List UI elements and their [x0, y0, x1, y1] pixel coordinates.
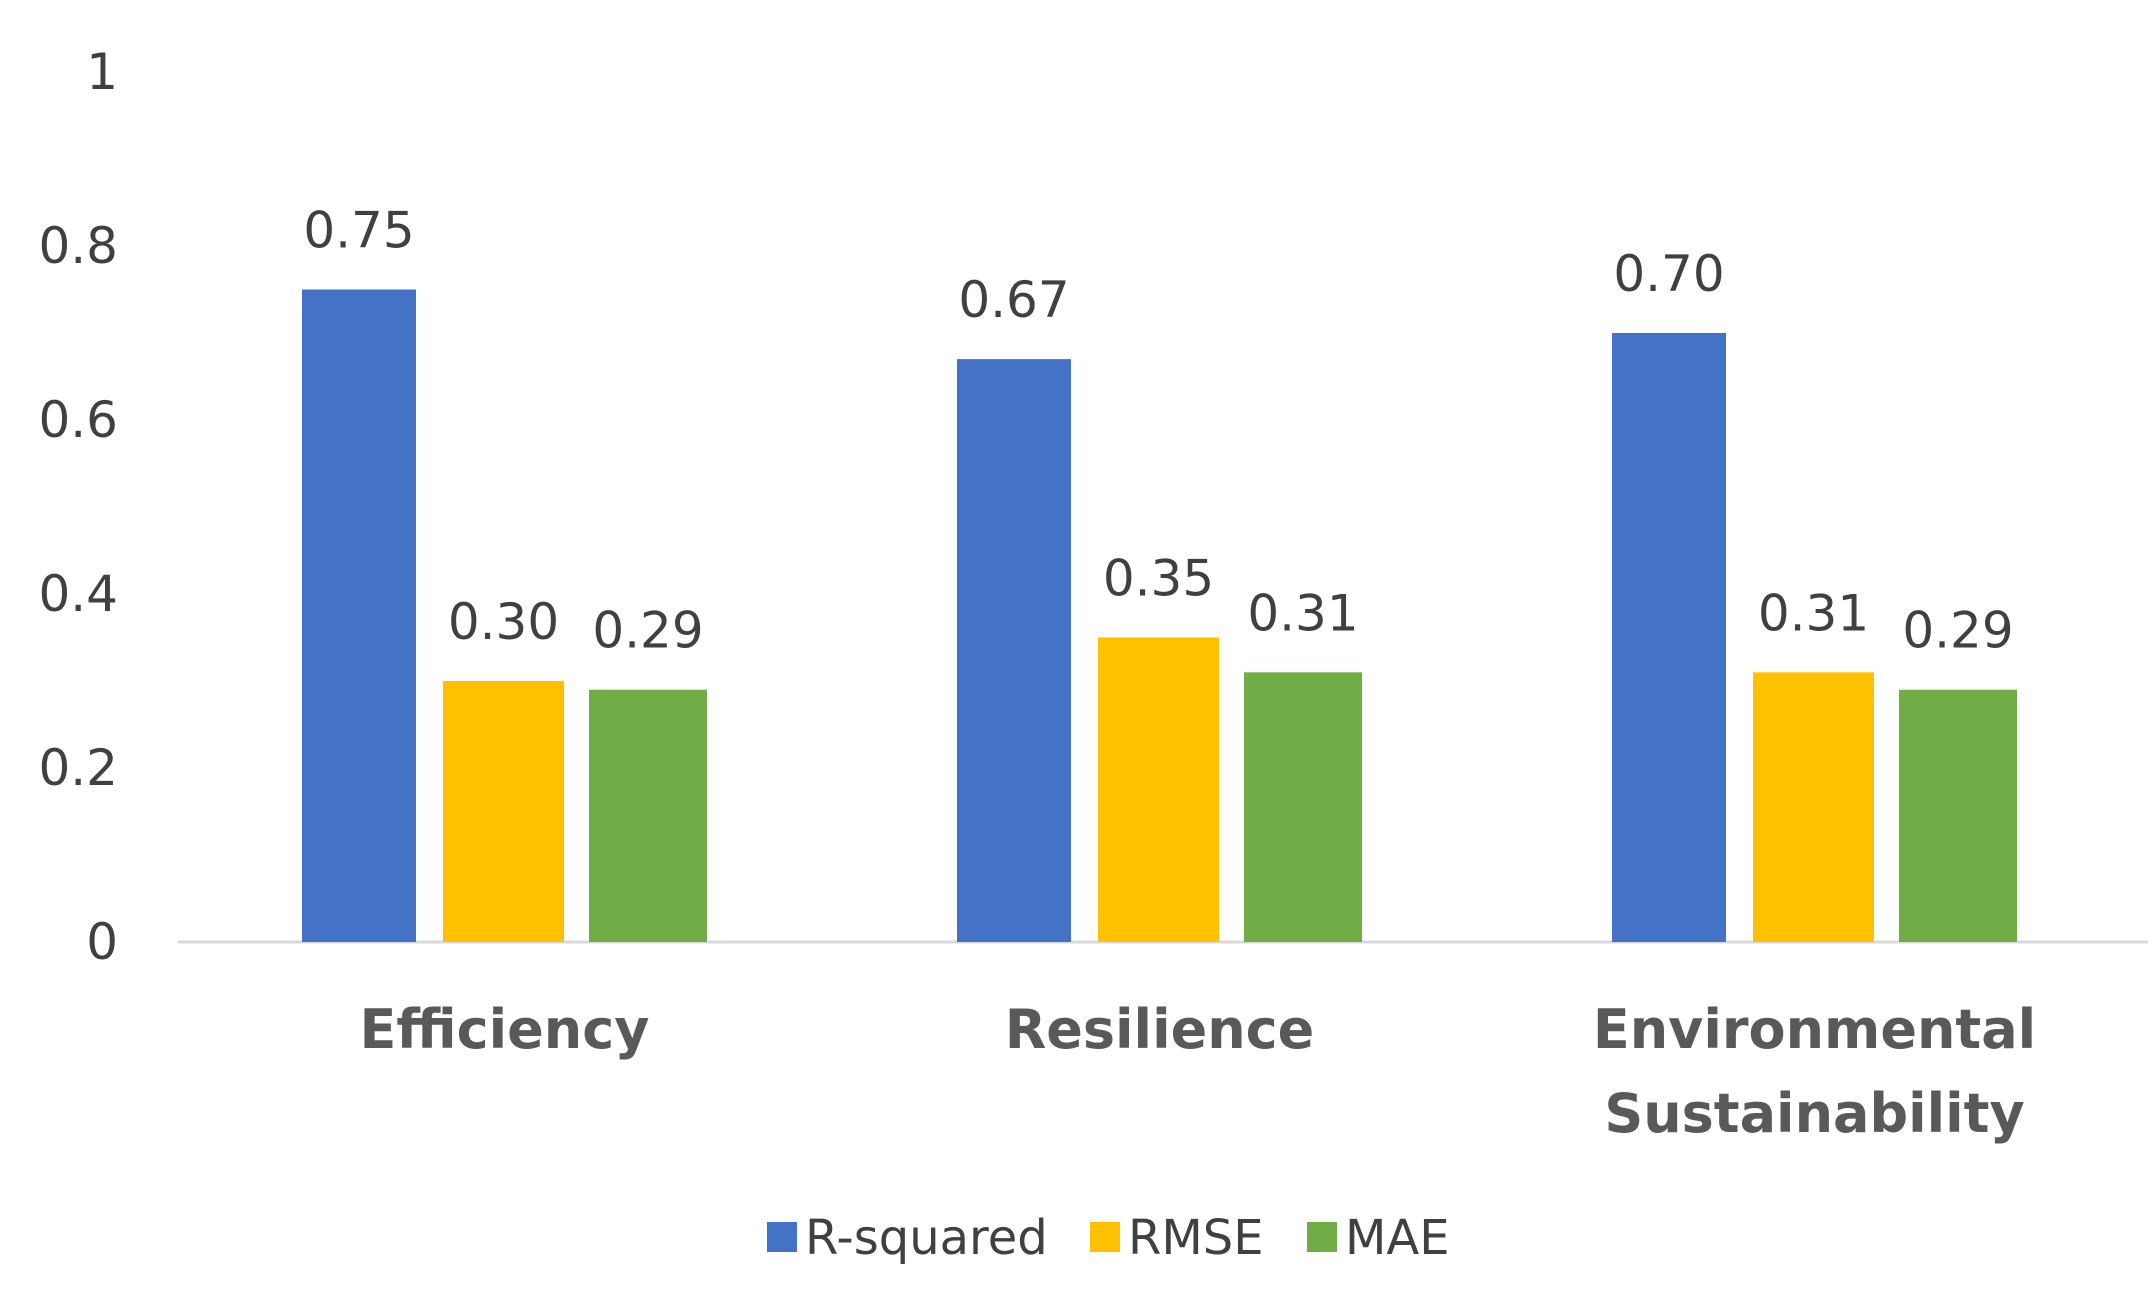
bar-rmse-0 — [443, 681, 564, 942]
y-tick-label: 0.4 — [38, 565, 118, 623]
bar-mae-2 — [1899, 689, 2017, 942]
data-label-rmse-1: 0.35 — [1103, 550, 1214, 608]
data-label-r-squared-0: 0.75 — [303, 202, 414, 260]
y-tick-label: 0.2 — [38, 739, 118, 797]
data-label-mae-1: 0.31 — [1247, 584, 1358, 642]
data-labels-layer: 0.75 0.67 0.70 0.30 0.35 0.31 0.29 0.31 0.29 — [303, 202, 2013, 660]
bar-mae-1 — [1244, 672, 1362, 942]
data-label-r-squared-1: 0.67 — [958, 271, 1069, 329]
category-labels-layer: Efficiency Resilience Environmental Sustain… — [360, 998, 2037, 1145]
legend-label-rmse: RMSE — [1128, 1210, 1264, 1266]
data-label-mae-0: 0.29 — [592, 602, 703, 660]
y-tick-label: 1 — [86, 43, 118, 101]
bar-rmse-2 — [1753, 672, 1874, 942]
x-category-label: Efficiency — [360, 998, 650, 1061]
legend-swatch-mae — [1307, 1222, 1337, 1252]
bar-r-squared-1 — [957, 359, 1071, 943]
x-category-label: Sustainability — [1604, 1082, 2024, 1145]
y-axis-ticks: 0 0.2 0.4 0.6 0.8 1 — [38, 43, 118, 971]
y-tick-label: 0.6 — [38, 391, 118, 449]
data-label-r-squared-2: 0.70 — [1613, 245, 1724, 303]
y-tick-label: 0 — [86, 913, 118, 971]
legend-swatch-rmse — [1090, 1222, 1120, 1252]
legend-label-r-squared: R-squared — [805, 1210, 1048, 1266]
legend: R-squared RMSE MAE — [767, 1210, 1450, 1266]
x-category-label: Resilience — [1005, 998, 1315, 1061]
bar-mae-0 — [589, 689, 707, 942]
data-label-rmse-0: 0.30 — [448, 593, 559, 651]
y-tick-label: 0.8 — [38, 217, 118, 275]
bar-r-squared-2 — [1612, 333, 1726, 942]
x-category-label: Environmental — [1593, 998, 2036, 1061]
data-label-rmse-2: 0.31 — [1758, 584, 1869, 642]
bar-r-squared-0 — [302, 289, 416, 942]
data-label-mae-2: 0.29 — [1902, 602, 2013, 660]
legend-swatch-r-squared — [767, 1222, 797, 1252]
legend-label-mae: MAE — [1345, 1210, 1450, 1266]
bars-layer — [302, 289, 2017, 943]
bar-rmse-1 — [1098, 637, 1219, 942]
